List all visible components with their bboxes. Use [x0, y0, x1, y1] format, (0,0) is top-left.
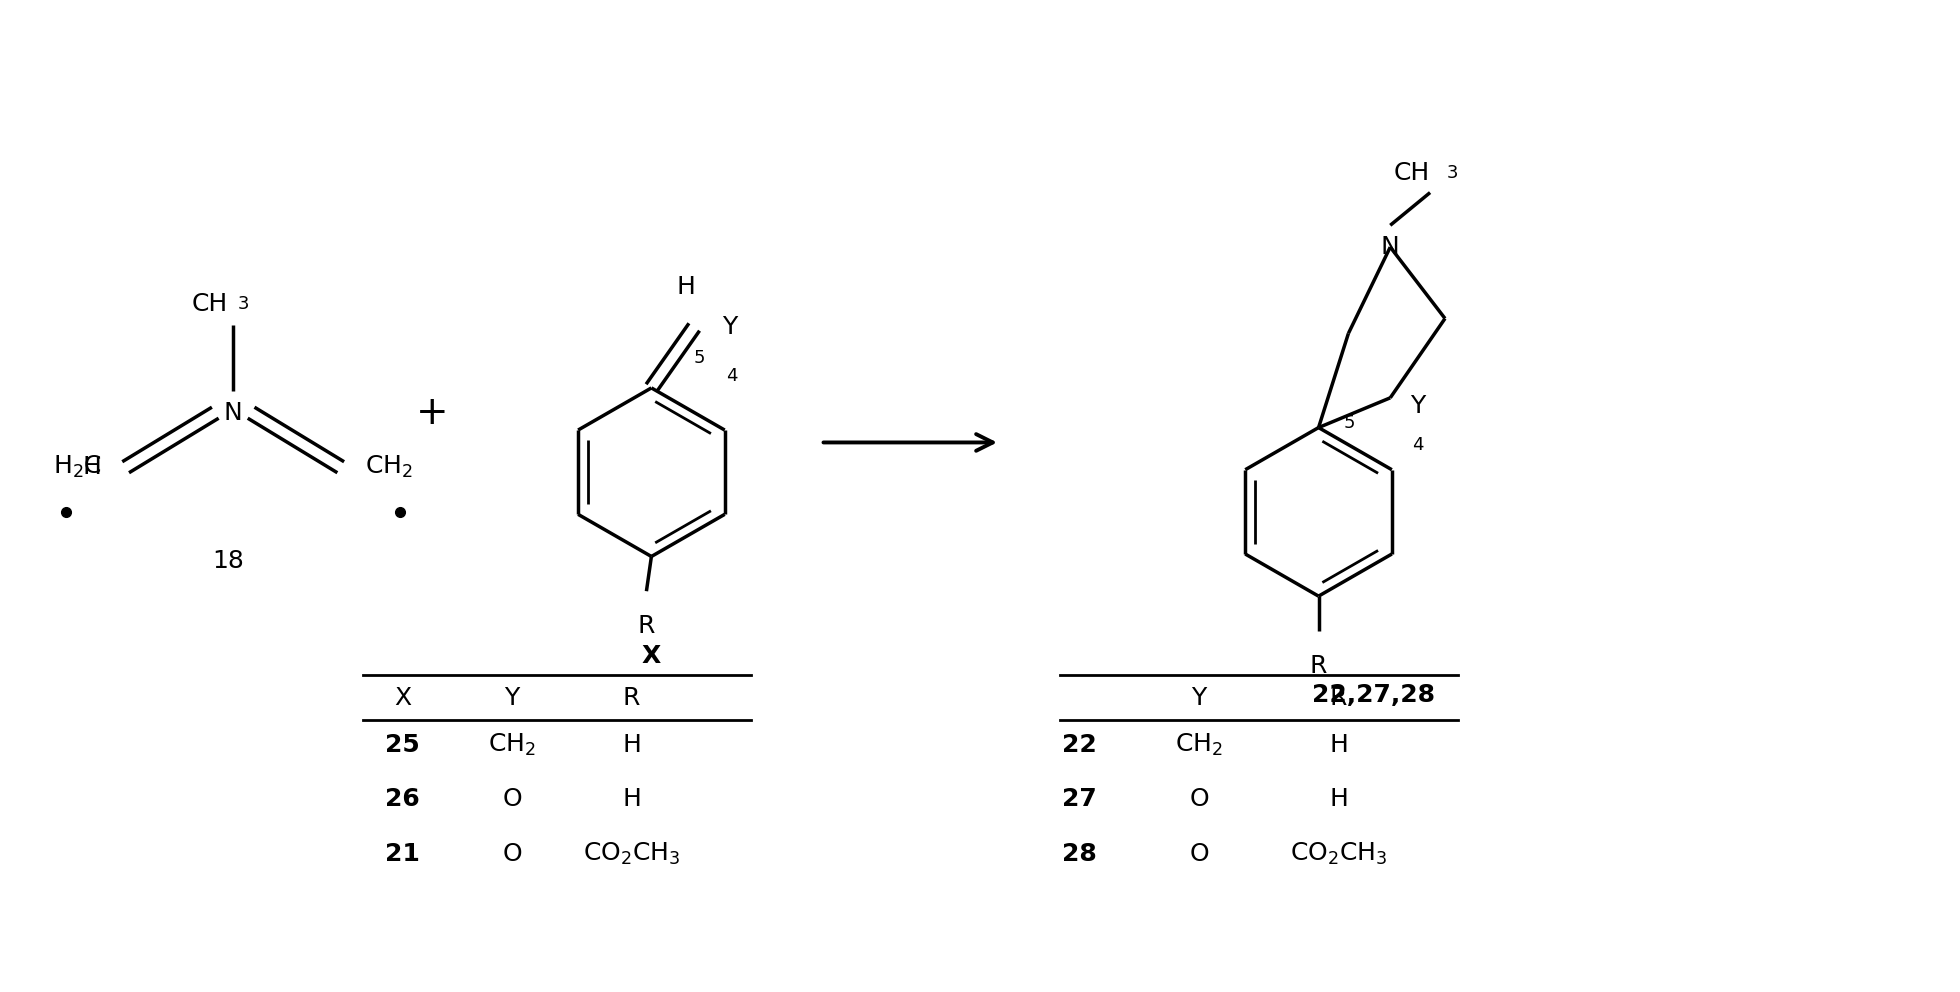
Text: X: X: [641, 644, 661, 668]
Text: $\mathregular{CH_2}$: $\mathregular{CH_2}$: [1176, 732, 1223, 758]
Text: CH: CH: [192, 292, 227, 315]
Text: H: H: [82, 455, 102, 479]
Text: 22: 22: [1062, 733, 1098, 757]
Text: 3: 3: [239, 295, 249, 312]
Text: 27: 27: [1062, 788, 1098, 811]
Text: 22,27,28: 22,27,28: [1311, 683, 1435, 707]
Text: H: H: [1329, 788, 1348, 811]
Text: 4: 4: [725, 367, 737, 385]
Text: CH: CH: [1394, 161, 1431, 185]
Text: H: H: [621, 733, 641, 757]
Text: R: R: [1329, 686, 1347, 710]
Text: $\mathregular{CH_2}$: $\mathregular{CH_2}$: [488, 732, 535, 758]
Text: H: H: [1329, 733, 1348, 757]
Text: O: O: [502, 842, 521, 866]
Text: H: H: [676, 275, 696, 300]
Text: 5: 5: [1343, 414, 1354, 432]
Text: O: O: [502, 788, 521, 811]
Text: H: H: [621, 788, 641, 811]
Text: O: O: [1190, 788, 1209, 811]
Text: 25: 25: [384, 733, 419, 757]
Text: 4: 4: [1411, 435, 1423, 453]
Text: 21: 21: [384, 842, 419, 866]
Text: N: N: [223, 401, 243, 425]
Text: Y: Y: [1409, 394, 1425, 418]
Text: 5: 5: [694, 349, 706, 367]
Text: Y: Y: [504, 686, 519, 710]
Text: +: +: [416, 394, 449, 432]
Text: $\mathregular{H_2C}$: $\mathregular{H_2C}$: [53, 454, 102, 480]
Text: 26: 26: [384, 788, 419, 811]
Text: R: R: [637, 614, 655, 638]
Text: $\mathregular{CH_2}$: $\mathregular{CH_2}$: [365, 454, 412, 480]
Text: O: O: [1190, 842, 1209, 866]
Text: 3: 3: [1446, 164, 1458, 182]
Text: N: N: [1382, 235, 1399, 259]
Text: 28: 28: [1062, 842, 1098, 866]
Text: R: R: [623, 686, 641, 710]
Text: $\mathregular{CO_2CH_3}$: $\mathregular{CO_2CH_3}$: [1290, 841, 1388, 867]
Text: Y: Y: [721, 315, 737, 339]
Text: 18: 18: [212, 550, 245, 573]
Text: R: R: [1309, 654, 1327, 678]
Text: X: X: [394, 686, 412, 710]
Text: $\mathregular{CO_2CH_3}$: $\mathregular{CO_2CH_3}$: [582, 841, 680, 867]
Text: Y: Y: [1192, 686, 1207, 710]
